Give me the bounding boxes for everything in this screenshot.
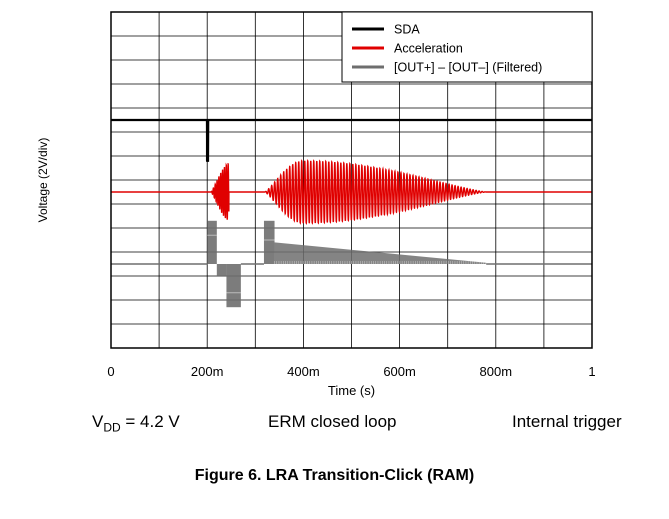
x-tick-label: 600m — [383, 364, 416, 379]
legend-label: [OUT+] – [OUT–] (Filtered) — [394, 61, 542, 75]
x-axis-label: Time (s) — [328, 383, 375, 398]
vdd-value: = 4.2 V — [120, 412, 180, 431]
out-step — [226, 264, 241, 308]
oscilloscope-chart: 0 200m 400m 600m 800m 1 Time (s) Voltage (2V/… — [36, 11, 596, 398]
sda-trace — [111, 118, 592, 162]
x-tick-label: 0 — [107, 364, 114, 379]
x-tick-label: 800m — [480, 364, 513, 379]
x-tick-label: 200m — [191, 364, 224, 379]
out-step — [216, 264, 227, 276]
vdd-symbol: V — [92, 412, 104, 431]
out-step — [263, 220, 275, 264]
chart-traces — [111, 118, 592, 308]
x-tick-labels: 0 200m 400m 600m 800m 1 — [107, 364, 595, 379]
vdd-subscript: DD — [103, 420, 121, 435]
y-axis-label: Voltage (2V/div) — [36, 138, 50, 223]
acceleration-trace — [111, 159, 592, 226]
out-filtered-trace — [111, 220, 592, 308]
legend-label: SDA — [394, 23, 420, 37]
out-step — [207, 220, 217, 264]
legend-label: Acceleration — [394, 42, 463, 56]
trigger-condition: Internal trigger — [512, 412, 622, 431]
out-decay-region — [274, 242, 487, 264]
x-tick-label: 400m — [287, 364, 320, 379]
x-tick-label: 1 — [588, 364, 595, 379]
figure-caption: Figure 6. LRA Transition-Click (RAM) — [194, 467, 475, 484]
mode-condition: ERM closed loop — [268, 412, 397, 431]
vdd-condition: VDD = 4.2 V — [92, 412, 180, 434]
chart-legend: SDA Acceleration [OUT+] – [OUT–] (Filtered… — [341, 11, 593, 83]
